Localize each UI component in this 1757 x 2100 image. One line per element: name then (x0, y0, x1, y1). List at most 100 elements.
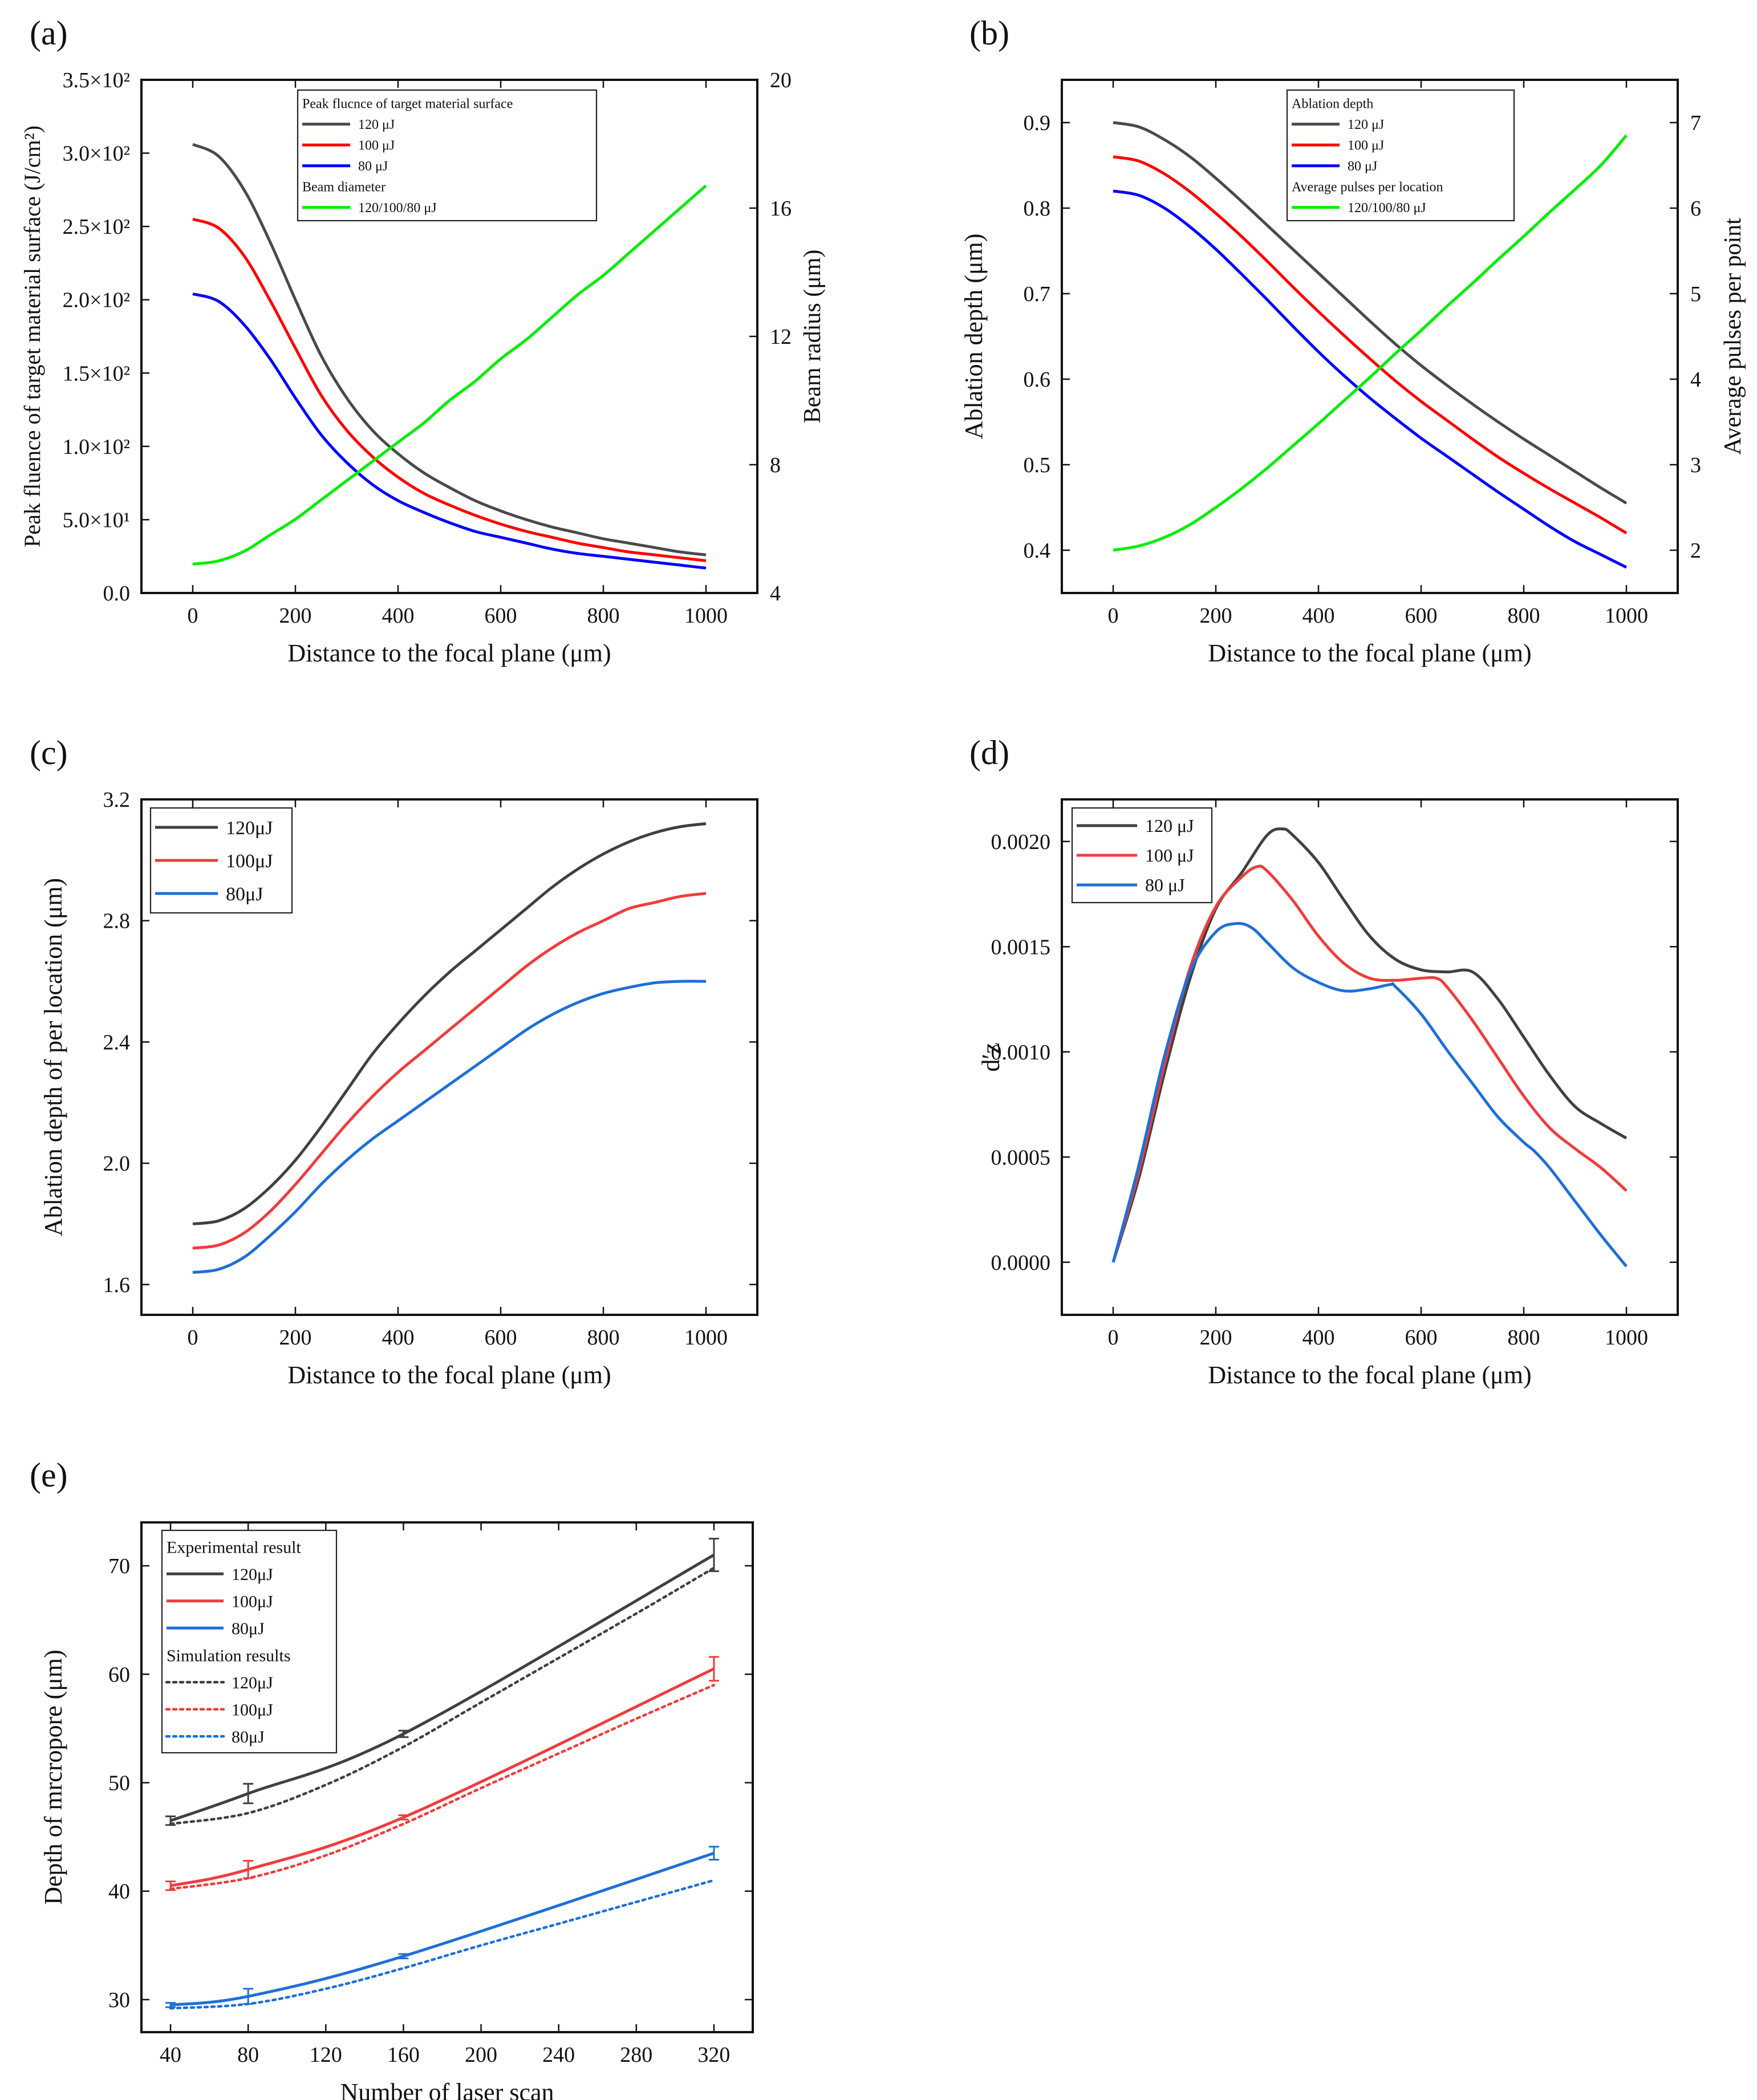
y2-tick-label: 4 (770, 582, 781, 606)
error-bar (708, 1656, 719, 1682)
series-line-6 (169, 1879, 716, 2010)
legend-label: 100 μJ (1145, 845, 1194, 866)
x-axis-label: Distance to the focal plane (μm) (287, 1361, 611, 1389)
y-tick-label: 2.0 (103, 1152, 131, 1176)
y-tick-label: 0.9 (1024, 111, 1051, 135)
y-tick-label: 60 (108, 1663, 130, 1687)
legend-label: 120μJ (232, 1673, 273, 1692)
series-line-5 (169, 1684, 716, 1891)
x-tick-label: 600 (1405, 604, 1438, 628)
legend-label: 100μJ (232, 1592, 273, 1611)
y-axis-label: Ablation depth (μm) (960, 234, 988, 440)
x-tick-label: 0 (188, 1326, 198, 1350)
error-bar (398, 1814, 409, 1821)
legend: Experimental result 120μJ 100μJ 80μJ Simulat… (161, 1529, 338, 1754)
legend-label: 100 μJ (1348, 139, 1384, 153)
legend-box (161, 1529, 338, 1754)
y-tick-label: 1.6 (103, 1273, 131, 1297)
chart-panel-b: (b) 0 200 400 600 800 1000 0.4 0.5 0.6 0.7 0.8 0.9 2 3… (960, 14, 1746, 667)
error-bar (243, 1988, 254, 2005)
legend-label: 80 μJ (1348, 159, 1377, 174)
y-tick-label: 2.0×10² (63, 289, 130, 312)
x-tick-label: 1000 (684, 1326, 728, 1350)
x-tick-label: 800 (587, 1326, 620, 1350)
x-tick-label: 600 (1405, 1326, 1438, 1350)
plot-frame (140, 79, 758, 594)
error-bar (398, 1953, 409, 1960)
y-tick-label: 0.8 (1024, 197, 1051, 221)
x-tick-label: 400 (382, 1326, 415, 1350)
panel-label-e: (e) (30, 1456, 68, 1494)
legend-label: 80 μJ (1145, 875, 1185, 895)
y-tick-label: 5.0×10¹ (63, 508, 130, 532)
series-line-3 (192, 980, 707, 1274)
legend-header: Peak flucnce of target material surface (302, 97, 513, 112)
series-line-2 (1113, 155, 1628, 535)
panel-label-d: (d) (969, 734, 1009, 771)
y2-tick-label: 20 (770, 68, 792, 92)
y-tick-label: 30 (108, 1988, 130, 2012)
x-tick-label: 280 (620, 2043, 652, 2067)
legend-label: 80μJ (232, 1619, 265, 1638)
x-tick-label: 160 (387, 2043, 420, 2067)
legend-header: Experimental result (167, 1538, 301, 1557)
legend-box (1286, 89, 1515, 222)
error-bar (708, 1846, 719, 1861)
series-line-4 (192, 184, 707, 566)
y-tick-label: 0.5 (1024, 453, 1051, 477)
y-tick-label: 3.2 (103, 788, 131, 812)
x-tick-label: 80 (237, 2043, 259, 2067)
x-tick-label: 800 (1508, 604, 1540, 628)
x-tick-label: 800 (1508, 1326, 1540, 1350)
series-line-1 (170, 1553, 715, 1822)
legend-label: 80μJ (232, 1728, 265, 1746)
legend-label: 100 μJ (358, 139, 395, 153)
y2-tick-label: 4 (1690, 368, 1701, 392)
legend-label: 120/100/80 μJ (1348, 201, 1426, 216)
panel-label-a: (a) (30, 14, 68, 52)
y2-axis-label: Average pulses per point (1720, 218, 1746, 455)
error-bar (708, 1538, 719, 1573)
y2-tick-label: 2 (1690, 539, 1701, 563)
x-tick-label: 400 (1302, 1326, 1335, 1350)
series-line-1 (192, 822, 707, 1225)
series-line-2 (1111, 864, 1628, 1263)
series-line-3 (192, 292, 707, 570)
y-tick-label: 3.5×10² (63, 68, 130, 92)
y-tick-label: 2.4 (103, 1030, 131, 1054)
legend-box (297, 89, 598, 222)
y-tick-label: 0.0015 (991, 935, 1051, 959)
x-tick-label: 240 (542, 2043, 575, 2067)
x-tick-label: 1000 (684, 604, 728, 628)
series-group (169, 1553, 716, 2010)
y2-tick-label: 7 (1690, 111, 1701, 135)
y2-tick-label: 5 (1690, 282, 1701, 306)
legend-header: Average pulses per location (1292, 180, 1443, 195)
x-tick-label: 800 (587, 604, 620, 628)
x-tick-label: 0 (1108, 1326, 1119, 1350)
chart-panel-d: (d) 0 200 400 600 800 1000 0.0000 0.0005 0.0010 0.… (969, 734, 1679, 1389)
series-group (192, 822, 707, 1274)
y-tick-label: 0.0005 (991, 1146, 1051, 1169)
x-tick-label: 200 (1200, 604, 1232, 628)
x-tick-label: 1000 (1605, 604, 1648, 628)
legend-header: Ablation depth (1292, 97, 1373, 112)
y-tick-label: 40 (108, 1880, 130, 1904)
panel-label-b: (b) (969, 14, 1009, 52)
legend-label: 100μJ (226, 851, 273, 872)
x-axis-label: Distance to the focal plane (μm) (287, 639, 611, 667)
legend-label: 120 μJ (358, 117, 395, 132)
legend: 120μJ 100μJ 80μJ (149, 807, 293, 914)
x-axis-label: Number of laser scan (340, 2078, 554, 2100)
y-tick-label: 0.6 (1024, 368, 1051, 392)
x-tick-label: 200 (279, 604, 312, 628)
x-tick-label: 600 (485, 604, 517, 628)
panel-label-c: (c) (30, 734, 68, 771)
series-line-3 (1113, 189, 1628, 569)
legend-label: 120μJ (226, 818, 273, 839)
plot-frame (1061, 798, 1679, 1316)
y-tick-label: 2.8 (103, 909, 131, 933)
legend-label: 80μJ (226, 884, 263, 905)
x-tick-label: 200 (465, 2043, 497, 2067)
